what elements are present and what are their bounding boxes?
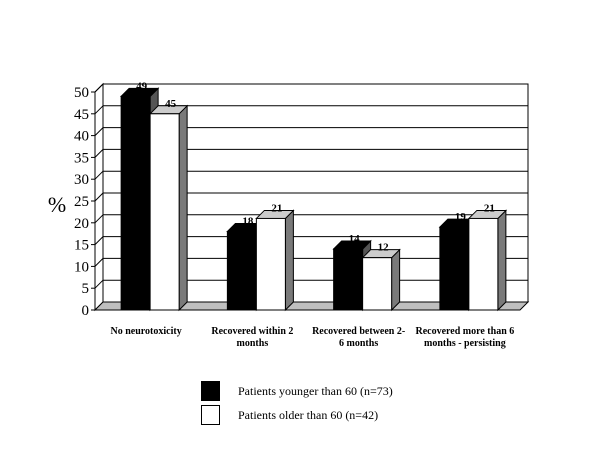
y-tick-label: 40: [74, 129, 89, 145]
y-tick-label: 25: [74, 194, 89, 210]
bar-side: [284, 209, 294, 312]
bar: [226, 231, 257, 311]
category-label: months - persisting: [424, 338, 506, 349]
data-label: 45: [165, 98, 177, 110]
gridline-side: [94, 279, 104, 289]
y-tick-label: 45: [74, 107, 89, 123]
gridline-side: [94, 83, 104, 93]
legend-item: Patients older than 60 (n=42): [201, 405, 378, 425]
bar-side: [497, 209, 507, 312]
category-label: Recovered within 2: [211, 326, 293, 337]
bar: [439, 226, 470, 311]
category-label: No neurotoxicity: [111, 326, 182, 337]
bar: [468, 217, 499, 311]
y-tick-label: 15: [74, 238, 89, 254]
gridline-side: [94, 149, 104, 158]
data-label: 12: [378, 242, 390, 254]
y-tick-label: 30: [74, 172, 89, 188]
data-label: 49: [136, 80, 148, 92]
legend-swatch: [201, 381, 220, 401]
y-tick-label: 35: [74, 150, 89, 166]
legend-item: Patients younger than 60 (n=73): [201, 381, 393, 401]
legend-label: Patients older than 60 (n=42): [238, 407, 379, 422]
gridline-side: [94, 170, 104, 180]
category-label: Recovered between 2-: [312, 326, 405, 337]
y-tick-label: 50: [74, 85, 89, 101]
legend-label: Patients younger than 60 (n=73): [238, 383, 393, 398]
bar: [120, 95, 151, 311]
gridline-side: [94, 105, 104, 115]
bar: [149, 113, 180, 311]
data-label: 18: [242, 216, 254, 228]
y-tick-label: 5: [82, 281, 90, 297]
legend-swatch: [201, 405, 220, 425]
y-axis-label: %: [48, 192, 66, 217]
y-tick-label: 10: [74, 259, 89, 275]
y-tick-label: 0: [82, 303, 90, 319]
gridline-side: [94, 127, 104, 136]
data-label: 21: [484, 202, 495, 214]
bar-side: [391, 248, 401, 312]
data-label: 14: [349, 233, 361, 245]
data-label: 21: [271, 202, 282, 214]
bar: [362, 257, 393, 311]
y-tick-label: 20: [74, 216, 89, 232]
category-label: months: [237, 338, 269, 349]
gridline-side: [94, 214, 104, 224]
category-label: Recovered more than 6: [415, 326, 514, 337]
gridline-side: [94, 236, 104, 245]
gridline-side: [94, 258, 104, 267]
bar-side: [178, 104, 188, 312]
category-label: 6 months: [339, 338, 378, 349]
data-label: 19: [455, 211, 467, 223]
bar: [255, 217, 286, 311]
gridline-side: [94, 192, 104, 202]
bar: [333, 248, 364, 311]
